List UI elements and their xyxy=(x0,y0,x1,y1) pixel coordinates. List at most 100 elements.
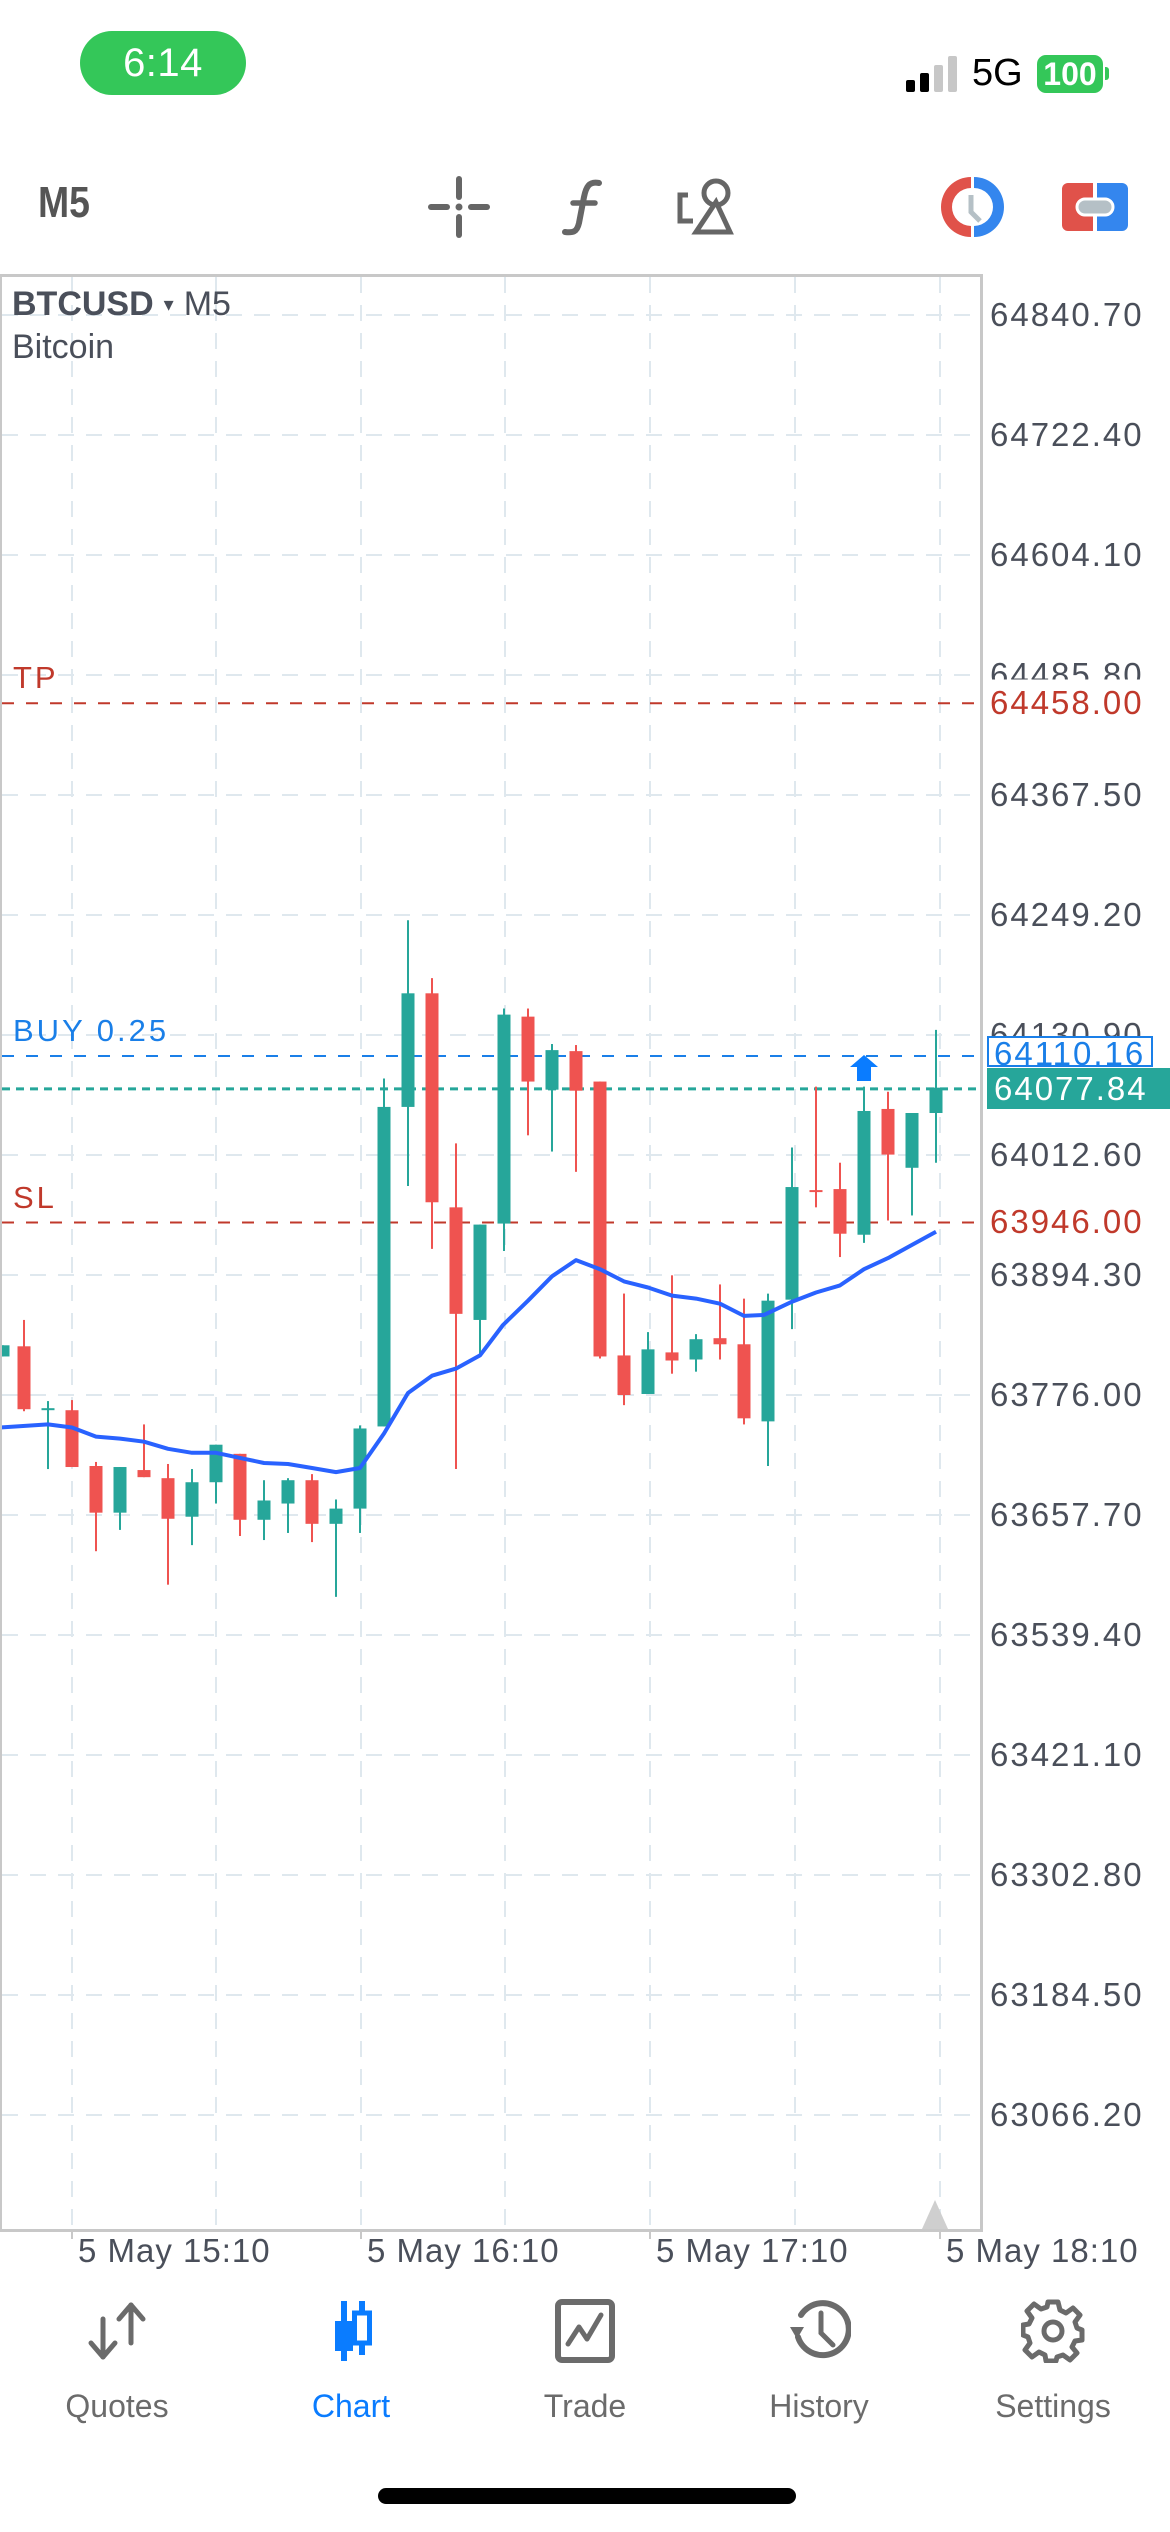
time-tick: 5 May 15:10 xyxy=(78,2232,271,2269)
battery-nub xyxy=(1105,67,1109,80)
trade-chart-icon xyxy=(550,2296,620,2366)
price-tick: 63657.70 xyxy=(990,1496,1144,1533)
status-time: 6:14 xyxy=(80,31,246,95)
network-type: 5G xyxy=(972,52,1023,94)
nav-settings[interactable]: Settings xyxy=(936,2296,1170,2436)
price-tick: 64840.70 xyxy=(990,296,1144,333)
objects-icon xyxy=(677,178,734,235)
symbol-header[interactable]: BTCUSD ▾ M5 xyxy=(12,285,231,324)
tp-line-label[interactable]: TP xyxy=(13,660,59,695)
price-tick: 64249.20 xyxy=(990,896,1144,933)
price-tick: 64012.60 xyxy=(990,1136,1144,1173)
price-tick: 63894.30 xyxy=(990,1256,1144,1293)
candle xyxy=(305,1474,319,1543)
candle xyxy=(281,1478,295,1533)
nav-label: History xyxy=(769,2388,869,2424)
crosshair-button[interactable] xyxy=(424,172,494,242)
candle xyxy=(473,1224,487,1356)
timeframe-button[interactable]: M5 xyxy=(38,178,90,227)
sl-price-tag: 63946.00 xyxy=(990,1203,1144,1240)
nav-label: Chart xyxy=(311,2388,391,2424)
nav-trade[interactable]: Trade xyxy=(468,2296,702,2436)
quotes-arrows-icon xyxy=(82,2296,152,2366)
candle xyxy=(161,1463,175,1585)
nav-history[interactable]: History xyxy=(702,2296,936,2436)
candle xyxy=(233,1453,247,1536)
candle xyxy=(17,1319,31,1412)
candle xyxy=(2,1345,10,1357)
candle xyxy=(641,1332,655,1394)
nav-label: Settings xyxy=(995,2388,1111,2424)
buy-position-label[interactable]: BUY 0.25 xyxy=(13,1013,170,1048)
one-click-trading-button[interactable] xyxy=(1060,172,1130,242)
candle xyxy=(497,1008,511,1251)
candle xyxy=(737,1298,751,1425)
scroll-to-end-icon[interactable] xyxy=(922,2200,948,2229)
bid-price-tag: 64077.84 xyxy=(987,1068,1170,1109)
candle xyxy=(713,1284,727,1360)
candle xyxy=(521,1008,535,1136)
symbol-dropdown-icon[interactable]: ▾ xyxy=(163,294,174,316)
time-tick: 5 May 18:10 xyxy=(946,2232,1139,2269)
candle xyxy=(89,1461,103,1552)
time-tick: 5 May 16:10 xyxy=(367,2232,560,2269)
price-tick: 64604.10 xyxy=(990,536,1144,573)
chart-frame xyxy=(0,274,983,2232)
price-tick: 63302.80 xyxy=(990,1856,1144,1893)
candle xyxy=(593,1081,607,1359)
battery-level: 100 xyxy=(1043,55,1097,92)
candle xyxy=(377,1078,391,1427)
candle xyxy=(257,1480,271,1541)
candle xyxy=(329,1499,343,1597)
candle xyxy=(185,1469,199,1546)
price-tick: 64485.80 xyxy=(990,656,1144,693)
price-tick: 63776.00 xyxy=(990,1376,1144,1413)
candle xyxy=(881,1091,895,1221)
candle xyxy=(41,1401,55,1470)
price-tick: 63539.40 xyxy=(990,1616,1144,1653)
candle xyxy=(401,920,415,1187)
objects-button[interactable] xyxy=(672,172,742,242)
symbol-timeframe: M5 xyxy=(183,285,231,323)
cellular-signal-icon xyxy=(906,56,957,92)
candle xyxy=(449,1143,463,1470)
nav-label: Trade xyxy=(543,2388,627,2424)
candle xyxy=(809,1086,823,1208)
indicators-button[interactable] xyxy=(548,172,618,242)
buy-arrow-icon xyxy=(850,1055,878,1081)
price-tick: 63421.10 xyxy=(990,1736,1144,1773)
timeframe-clock-icon xyxy=(941,177,1004,237)
price-tick: 64722.40 xyxy=(990,416,1144,453)
timeframe-clock-button[interactable] xyxy=(937,172,1007,242)
candle xyxy=(761,1293,775,1467)
price-tick: 63066.20 xyxy=(990,2096,1144,2133)
candle xyxy=(785,1147,799,1330)
symbol-description: Bitcoin xyxy=(12,328,115,366)
sl-line-label[interactable]: SL xyxy=(13,1180,57,1215)
candle xyxy=(425,978,439,1249)
nav-chart[interactable]: Chart xyxy=(234,2296,468,2436)
candle xyxy=(569,1045,583,1172)
candle xyxy=(929,1029,943,1163)
candle xyxy=(905,1113,919,1216)
buy-price-tag: 64110.16 xyxy=(987,1036,1153,1067)
nav-label: Quotes xyxy=(65,2388,169,2424)
candle xyxy=(65,1400,79,1468)
one-click-trading-icon xyxy=(1062,183,1128,231)
price-tick: 64367.50 xyxy=(990,776,1144,813)
candle xyxy=(617,1293,631,1406)
moving-average-line xyxy=(0,1229,937,1475)
nav-quotes[interactable]: Quotes xyxy=(0,2296,234,2436)
candle xyxy=(857,1086,871,1243)
candle xyxy=(113,1467,127,1530)
symbol-name: BTCUSD xyxy=(12,285,154,323)
candle xyxy=(545,1044,559,1152)
history-clock-icon xyxy=(784,2296,854,2366)
home-indicator[interactable] xyxy=(378,2488,796,2504)
battery-icon: 100 xyxy=(1037,55,1103,93)
time-tick: 5 May 17:10 xyxy=(656,2232,849,2269)
candlestick-icon xyxy=(316,2296,386,2366)
candle xyxy=(665,1275,679,1374)
candle xyxy=(833,1162,847,1258)
